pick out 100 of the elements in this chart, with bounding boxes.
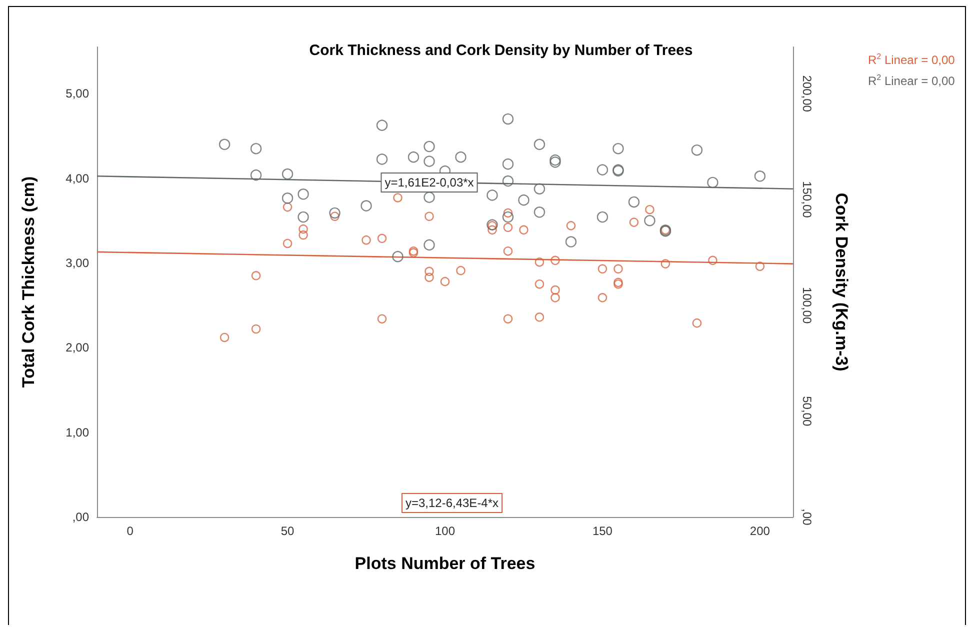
point xyxy=(424,272,434,282)
point xyxy=(392,250,404,262)
point xyxy=(377,234,387,243)
point xyxy=(645,204,654,214)
point xyxy=(596,211,608,223)
point xyxy=(503,208,513,218)
y-tick-label: 1,00 xyxy=(66,425,90,440)
point xyxy=(298,188,309,200)
point xyxy=(565,236,577,248)
x-tick-label: 0 xyxy=(126,524,134,538)
point xyxy=(692,318,702,328)
point xyxy=(298,211,309,223)
x-axis-title: Plots Number of Trees xyxy=(354,554,536,573)
point xyxy=(486,190,498,201)
point xyxy=(360,200,372,212)
point xyxy=(424,266,434,276)
y2-tick-label: ,00 xyxy=(800,508,814,526)
point xyxy=(220,332,230,342)
x-tick-label: 200 xyxy=(750,524,770,538)
annotation: y=1,61E2-0,03*x xyxy=(384,175,474,190)
y-tick-label: ,00 xyxy=(72,510,90,524)
point xyxy=(282,168,294,180)
point xyxy=(534,138,546,150)
point xyxy=(503,222,513,232)
point xyxy=(456,266,466,276)
point xyxy=(503,246,513,256)
point xyxy=(424,239,435,251)
x-tick-label: 50 xyxy=(280,524,295,538)
point xyxy=(393,193,402,202)
point xyxy=(534,312,544,322)
point xyxy=(598,293,608,302)
text: R$^{2}$ Linear = 0,00 xyxy=(868,72,955,90)
y2-tick-label: 100,00 xyxy=(800,286,814,324)
point xyxy=(424,156,435,167)
point xyxy=(503,314,513,324)
y-axis-title: Total Cork Thickness (cm) xyxy=(19,176,38,388)
point xyxy=(660,259,670,268)
point xyxy=(376,154,388,165)
y-tick-label: 5,00 xyxy=(66,86,90,101)
point xyxy=(614,264,623,274)
point xyxy=(502,158,514,170)
point xyxy=(629,218,639,227)
point xyxy=(502,175,514,187)
point xyxy=(596,164,608,176)
chart-title: Cork Thickness and Cork Density by Number of Trees xyxy=(309,42,693,59)
point xyxy=(614,280,623,289)
point xyxy=(550,156,561,168)
y-tick-label: 2,00 xyxy=(66,340,90,355)
point xyxy=(550,285,560,295)
point xyxy=(250,143,262,154)
point xyxy=(598,264,608,274)
point xyxy=(455,151,466,163)
point xyxy=(424,212,434,221)
point xyxy=(329,207,340,219)
point xyxy=(612,143,624,154)
point xyxy=(282,192,294,204)
point xyxy=(250,169,262,181)
point xyxy=(534,206,546,218)
point xyxy=(424,192,435,203)
x-tick-label: 150 xyxy=(592,524,613,538)
point xyxy=(755,262,765,271)
point xyxy=(534,280,544,289)
point xyxy=(550,293,560,302)
point xyxy=(251,324,261,334)
y2-tick-label: 150,00 xyxy=(800,181,814,218)
point xyxy=(218,138,230,150)
point xyxy=(251,271,261,280)
text: R$^{2}$ Linear = 0,00 xyxy=(868,51,955,69)
point xyxy=(376,120,388,131)
point xyxy=(298,224,308,234)
point xyxy=(519,225,528,235)
point xyxy=(282,202,292,212)
point xyxy=(534,258,544,267)
y-tick-label: 3,00 xyxy=(66,256,90,270)
point xyxy=(282,238,292,248)
point xyxy=(628,196,640,208)
point xyxy=(534,183,546,194)
point xyxy=(362,235,371,245)
point xyxy=(691,144,703,156)
point xyxy=(488,225,497,235)
point xyxy=(424,140,435,152)
point xyxy=(502,211,514,223)
point xyxy=(440,276,450,286)
point xyxy=(708,256,718,266)
point xyxy=(754,170,766,182)
point xyxy=(377,314,387,324)
point xyxy=(298,230,308,240)
point xyxy=(408,151,420,163)
x-tick-label: 100 xyxy=(434,524,456,538)
point xyxy=(502,113,514,125)
point xyxy=(614,278,623,288)
point xyxy=(644,215,656,226)
point xyxy=(707,176,718,188)
point xyxy=(518,194,530,206)
point xyxy=(566,221,576,230)
point xyxy=(550,256,560,266)
y2-axis-title: Cork Density (Kg.m-3) xyxy=(832,192,851,372)
y-tick-label: 4,00 xyxy=(66,171,90,186)
point xyxy=(330,212,340,221)
annotation: y=3,12-6,43E-4*x xyxy=(405,496,499,510)
